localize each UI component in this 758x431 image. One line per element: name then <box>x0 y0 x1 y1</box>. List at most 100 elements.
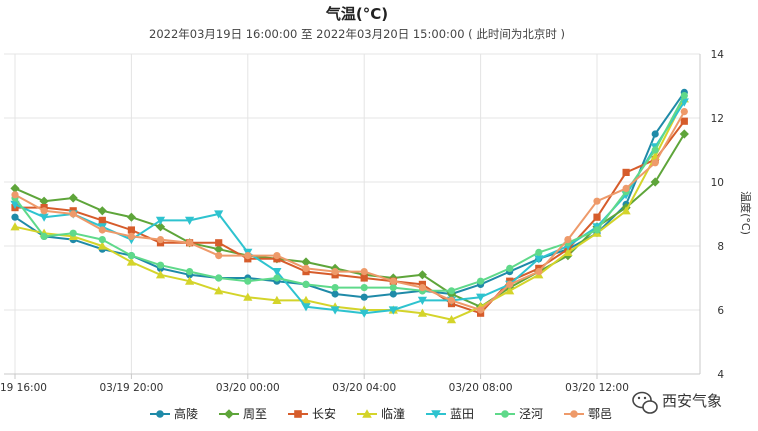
y-tick-label: 4 <box>717 369 724 381</box>
data-point <box>418 284 426 292</box>
data-point <box>69 229 77 237</box>
data-point <box>215 239 223 247</box>
chart-title: 气温(°C) <box>325 5 388 23</box>
legend-item[interactable]: 高陵 <box>150 406 198 421</box>
data-point <box>651 146 659 154</box>
x-tick-label: 03/20 12:00 <box>565 382 629 394</box>
data-point <box>359 309 369 318</box>
data-point <box>388 306 398 315</box>
data-point <box>126 257 136 266</box>
data-point <box>360 268 368 276</box>
y-tick-label: 6 <box>717 305 724 317</box>
x-tick-label: 03/19 20:00 <box>99 382 163 394</box>
legend-item[interactable]: 周至 <box>219 407 267 421</box>
data-point <box>417 308 427 317</box>
data-point <box>535 268 543 276</box>
legend-label: 周至 <box>243 407 267 421</box>
data-point <box>331 284 339 292</box>
data-point <box>301 295 311 304</box>
data-point <box>69 210 77 218</box>
data-point <box>593 226 601 234</box>
data-point <box>534 255 544 264</box>
data-point <box>156 261 165 269</box>
data-point <box>446 315 457 324</box>
data-point <box>301 257 311 267</box>
legend-label: 鄠邑 <box>588 407 612 421</box>
data-point <box>302 280 310 288</box>
legend-item[interactable]: 鄠邑 <box>564 407 612 421</box>
data-point <box>330 306 340 315</box>
data-point <box>214 210 224 219</box>
data-point <box>11 213 19 221</box>
data-point <box>97 206 107 216</box>
series-1 <box>11 88 688 301</box>
x-tick-label: 03/20 08:00 <box>449 382 513 394</box>
x-tick-label: 03/20 04:00 <box>332 382 396 394</box>
data-point <box>622 168 630 176</box>
data-point <box>127 252 135 260</box>
data-point <box>650 177 660 187</box>
y-axis-label: 温度(°C) <box>739 191 753 235</box>
series-4 <box>10 94 689 324</box>
data-point <box>417 270 427 280</box>
legend-label: 高陵 <box>174 406 198 421</box>
legend-item[interactable]: 蓝田 <box>426 407 474 421</box>
legend-label: 泾河 <box>519 407 543 421</box>
data-point <box>185 276 195 285</box>
data-point <box>447 287 456 295</box>
data-point <box>506 264 514 272</box>
series-line <box>14 111 686 311</box>
series-7 <box>11 108 688 314</box>
legend-marker <box>224 409 234 419</box>
data-point <box>39 196 49 206</box>
legend-marker <box>501 410 509 418</box>
data-point <box>477 306 485 314</box>
data-point <box>302 264 310 272</box>
data-point <box>389 290 397 298</box>
legend-item[interactable]: 临潼 <box>357 406 405 421</box>
data-point <box>272 295 282 304</box>
data-point <box>389 284 397 292</box>
grid-lines <box>4 53 700 375</box>
legend-label: 长安 <box>312 406 336 421</box>
legend-marker <box>156 410 164 418</box>
data-point <box>98 226 106 234</box>
watermark-text: 西安气象 <box>662 392 722 410</box>
data-point <box>273 274 281 282</box>
series-line <box>14 101 686 315</box>
data-point <box>156 236 165 244</box>
data-point <box>214 286 224 295</box>
data-point <box>389 277 397 285</box>
data-point <box>127 232 135 240</box>
series-line <box>14 133 686 308</box>
legend-marker <box>570 410 578 418</box>
legend-item[interactable]: 长安 <box>288 406 336 421</box>
wechat-icon <box>632 391 658 414</box>
axes: 4 6 8 10 12 14 03/19 16:00 03/19 20:00 03/20 00:… <box>0 49 724 394</box>
data-point <box>651 130 659 138</box>
data-point <box>505 286 515 295</box>
data-point <box>155 216 166 225</box>
series-5 <box>10 98 689 318</box>
data-point <box>506 280 514 288</box>
data-point <box>214 244 224 254</box>
data-point <box>621 206 631 215</box>
data-point <box>155 222 166 232</box>
data-point <box>593 197 601 205</box>
y-tick-label: 10 <box>711 177 724 189</box>
legend-label: 蓝田 <box>450 407 474 421</box>
data-point <box>651 159 659 167</box>
legend-item[interactable]: 泾河 <box>495 407 543 421</box>
series-2 <box>10 129 689 312</box>
data-point <box>476 293 486 302</box>
legend-marker <box>362 409 372 418</box>
data-point <box>244 277 252 285</box>
data-point <box>10 222 20 231</box>
series-6 <box>11 92 688 295</box>
data-point <box>127 226 135 234</box>
data-point <box>155 270 166 279</box>
data-point <box>564 236 572 244</box>
series-lines <box>10 88 689 324</box>
